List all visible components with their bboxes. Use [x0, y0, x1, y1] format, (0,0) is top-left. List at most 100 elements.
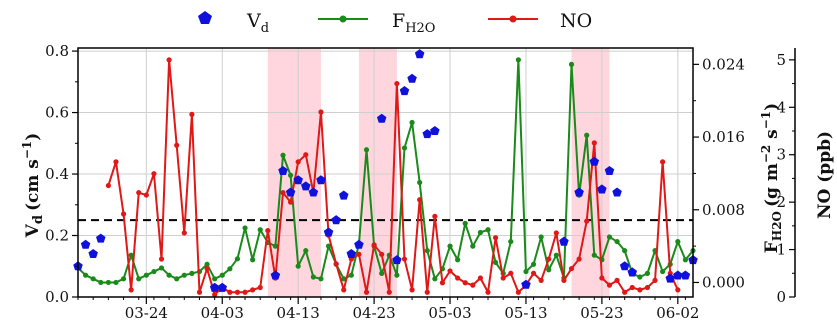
series-vd-point-5 — [217, 282, 228, 292]
series-vd-point-7 — [278, 165, 288, 176]
series-fh2o-point-35 — [341, 276, 347, 282]
series-fh2o-point-74 — [637, 274, 643, 280]
series-no-point-49 — [477, 275, 484, 281]
x-tick-label-5: 05-13 — [504, 304, 547, 320]
series-vd-point-27 — [574, 187, 584, 197]
y-left-tick-label-1: 0.2 — [45, 227, 69, 245]
series-fh2o-point-53 — [477, 229, 484, 236]
series-fh2o-point-9 — [143, 272, 149, 278]
series-fh2o-point-26 — [272, 243, 279, 249]
y-flux-tick-label-2: 0.016 — [702, 128, 745, 146]
series-fh2o-point-29 — [295, 263, 301, 269]
series-fh2o-point-14 — [181, 272, 187, 278]
legend-entry-no: NO — [488, 10, 592, 32]
series-fh2o-point-60 — [530, 261, 537, 267]
series-vd-point-17 — [354, 239, 364, 249]
series-fh2o-point-20 — [227, 266, 233, 272]
series-no-point-35 — [371, 242, 377, 248]
series-no-point-54 — [515, 289, 521, 295]
series-no-point-62 — [576, 256, 582, 262]
series-no-point-1 — [113, 159, 119, 165]
series-fh2o-point-61 — [538, 234, 544, 240]
axes: 03-24 04-03 04-13 04-23 05-03 05-13 05-23 06-02… — [45, 42, 796, 320]
series-no-point-18 — [242, 289, 248, 295]
series-no-point-3 — [128, 287, 134, 293]
series-no-point-16 — [227, 289, 233, 295]
y-right-no-axis-title: NO (ppb) — [815, 131, 835, 219]
series-fh2o-point-2 — [90, 276, 96, 282]
series-no-point-19 — [250, 287, 256, 293]
series-fh2o-point-5 — [113, 279, 119, 286]
y-left-tick-label-3: 0.6 — [45, 104, 69, 122]
y-flux-tick-label-1: 0.008 — [702, 201, 745, 219]
shaded-periods — [267, 48, 610, 297]
series-no-point-41 — [417, 197, 423, 203]
series-no-point-6 — [151, 171, 157, 177]
series-fh2o-point-7 — [128, 252, 134, 258]
y-left-axis-title: Vd(cm s−1) — [20, 133, 46, 239]
x-tick-label-3: 04-23 — [352, 304, 395, 320]
series-vd — [73, 49, 698, 292]
series-fh2o-point-1 — [82, 272, 89, 278]
series-no-point-17 — [234, 289, 241, 295]
series-no-point-11 — [189, 111, 195, 117]
series-no-point-2 — [120, 211, 127, 217]
series-no-point-53 — [508, 270, 514, 276]
series-vd-point-21 — [407, 73, 417, 83]
series-no-point-67 — [614, 277, 620, 283]
series-vd-point-9 — [293, 175, 303, 185]
series-fh2o-point-8 — [136, 276, 142, 282]
series-vd-point-28 — [589, 156, 600, 166]
series-no-point-73 — [660, 159, 666, 165]
x-tick-label-0: 03-24 — [125, 304, 168, 320]
series-no-point-59 — [553, 230, 559, 236]
y-left-tick-label-4: 0.8 — [45, 42, 69, 60]
series-fh2o-point-12 — [166, 272, 172, 278]
series-fh2o-point-47 — [432, 276, 438, 282]
series-fh2o-point-57 — [508, 238, 514, 245]
series-vd-point-1 — [80, 239, 91, 249]
series-no-point-33 — [356, 251, 362, 257]
series-fh2o-point-58 — [515, 57, 521, 63]
series-no-point-52 — [500, 275, 506, 281]
y-left-tick-label-0: 0.0 — [45, 288, 69, 306]
series-vd-point-6 — [270, 270, 281, 280]
series-fh2o-point-19 — [219, 272, 225, 278]
series-vd-point-31 — [612, 187, 622, 197]
series-vd-point-4 — [209, 282, 220, 292]
series-fh2o-point-75 — [644, 270, 651, 276]
series-no-point-68 — [622, 289, 628, 295]
y-no-tick-label-3: 3 — [776, 146, 786, 164]
series-fh2o-point-3 — [98, 279, 104, 286]
series-vd-point-14 — [331, 215, 341, 225]
series-fh2o-point-79 — [675, 238, 681, 245]
series-no-point-70 — [637, 287, 643, 293]
series-fh2o-point-18 — [212, 276, 218, 282]
series-no-point-46 — [455, 275, 461, 281]
series-no-point-10 — [181, 230, 187, 236]
series-fh2o-point-27 — [280, 152, 286, 158]
series-no-point-23 — [280, 190, 286, 196]
series-fh2o-point-6 — [120, 276, 127, 282]
shaded-period-0 — [267, 48, 321, 297]
series-vd-point-35 — [673, 270, 683, 280]
legend-vd-label: Vd — [246, 10, 269, 36]
series-vd-point-18 — [376, 113, 387, 123]
series-vd-point-20 — [399, 86, 410, 96]
series-vd-point-2 — [88, 248, 98, 259]
series-no-point-0 — [105, 182, 111, 189]
series-fh2o-point-22 — [242, 225, 248, 231]
series-fh2o-point-36 — [348, 272, 354, 278]
legend-no-label: NO — [560, 10, 592, 32]
x-tick-label-4: 05-03 — [428, 304, 471, 320]
series-fh2o-point-15 — [189, 270, 195, 276]
series-fh2o-point-77 — [660, 268, 666, 275]
y-no-tick-label-4: 4 — [776, 98, 786, 116]
series-vd-point-22 — [414, 49, 425, 59]
y-flux-tick-label-0: 0.000 — [702, 273, 745, 291]
series-vd-point-8 — [285, 187, 296, 197]
series-fh2o-point-33 — [325, 243, 332, 249]
series-fh2o-line — [77, 58, 694, 284]
series-no-point-37 — [386, 289, 392, 295]
series-no-point-28 — [318, 109, 324, 115]
